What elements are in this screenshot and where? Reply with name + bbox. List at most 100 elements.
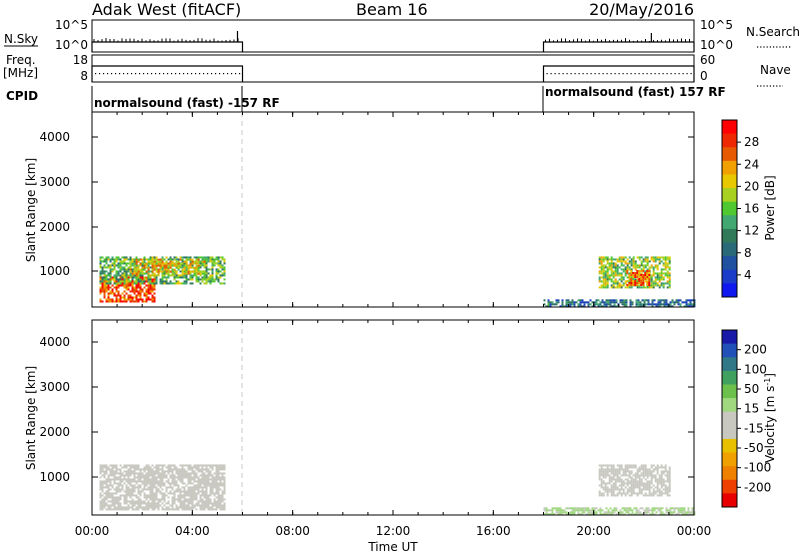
velocity-cell (640, 478, 643, 481)
power-cell (629, 299, 632, 302)
velocity-cell (643, 509, 646, 512)
power-cell (199, 260, 202, 263)
velocity-cell (121, 506, 124, 509)
colorbar-swatch (722, 384, 737, 399)
power-cell (644, 286, 647, 289)
velocity-cell (101, 482, 104, 485)
velocity-cell (187, 486, 190, 489)
velocity-cell (195, 486, 198, 489)
power-cell (658, 286, 661, 289)
velocity-cell (193, 496, 196, 499)
velocity-cell (648, 484, 651, 487)
power-cell (598, 262, 601, 265)
power-cell (609, 305, 612, 308)
power-cell (652, 274, 655, 277)
velocity-cell (109, 478, 112, 481)
power-cell (165, 264, 168, 267)
power-cell (115, 286, 118, 289)
velocity-cell (151, 464, 154, 467)
power-cell (606, 266, 609, 269)
power-cell (193, 260, 196, 263)
power-cell (159, 262, 162, 265)
power-cell (642, 277, 645, 280)
velocity-ytick-2000: 2000 (39, 425, 70, 439)
velocity-cell (209, 498, 212, 501)
velocity-cell (139, 492, 142, 495)
nave-dot (630, 73, 632, 75)
power-cell (127, 288, 130, 291)
velocity-cell (616, 478, 619, 481)
power-cell (103, 260, 106, 263)
power-cell (147, 282, 150, 285)
velocity-cell (157, 470, 160, 473)
power-cell (646, 281, 649, 284)
velocity-cell (660, 470, 663, 473)
power-cell (153, 264, 156, 267)
velocity-cell (151, 486, 154, 489)
velocity-cell (223, 476, 226, 479)
power-cell (612, 280, 615, 283)
velocity-cell (193, 506, 196, 509)
velocity-cell (147, 478, 150, 481)
velocity-cell (201, 468, 204, 471)
velocity-cell (129, 488, 132, 491)
power-cell (654, 284, 657, 287)
power-cell (131, 270, 134, 273)
velocity-cell (666, 486, 669, 489)
power-cell (211, 270, 214, 273)
velocity-cell (691, 511, 694, 514)
power-cell (642, 268, 645, 271)
velocity-cell (123, 506, 126, 509)
velocity-cell (131, 490, 134, 493)
velocity-cell (165, 506, 168, 509)
velocity-cell (215, 482, 218, 485)
velocity-cell (149, 468, 152, 471)
power-cell (145, 272, 148, 275)
power-cell (637, 299, 640, 302)
velocity-cell (650, 482, 653, 485)
colorbar-swatch (722, 160, 737, 175)
velocity-cell (175, 490, 178, 493)
velocity-cell (207, 480, 210, 483)
velocity-cell (221, 468, 224, 471)
velocity-cell (211, 488, 214, 491)
velocity-cell (637, 509, 640, 512)
velocity-cell (213, 498, 216, 501)
power-cell (171, 262, 174, 265)
velocity-cell (545, 509, 548, 512)
velocity-cell (143, 478, 146, 481)
power-cell (103, 292, 106, 295)
velocity-cell (683, 511, 686, 514)
velocity-cell (107, 492, 110, 495)
velocity-cell (653, 509, 656, 512)
power-cell (159, 268, 162, 271)
power-cell (201, 272, 204, 275)
power-cell (127, 282, 130, 285)
velocity-cell (139, 472, 142, 475)
colorbar-swatch (722, 370, 737, 385)
nave-dot (179, 73, 181, 75)
velocity-cell (189, 464, 192, 467)
velocity-cell (219, 468, 222, 471)
power-cell (673, 301, 676, 304)
power-cell (195, 260, 198, 263)
velocity-cell (119, 506, 122, 509)
power-cell (217, 280, 220, 283)
power-cell (151, 296, 154, 299)
velocity-cell (628, 472, 631, 475)
velocity-cell (195, 488, 198, 491)
velocity-cell (632, 482, 635, 485)
velocity-cell (217, 484, 220, 487)
velocity-cell (201, 506, 204, 509)
power-cell (665, 299, 668, 302)
velocity-cell (121, 472, 124, 475)
power-cell (628, 266, 631, 269)
power-cell (642, 275, 645, 278)
power-cell (133, 280, 136, 283)
velocity-cell (628, 488, 631, 491)
power-cell (99, 286, 102, 289)
power-cell (137, 284, 140, 287)
velocity-cell (105, 466, 108, 469)
velocity-cell (642, 464, 645, 467)
power-cell (201, 270, 204, 273)
